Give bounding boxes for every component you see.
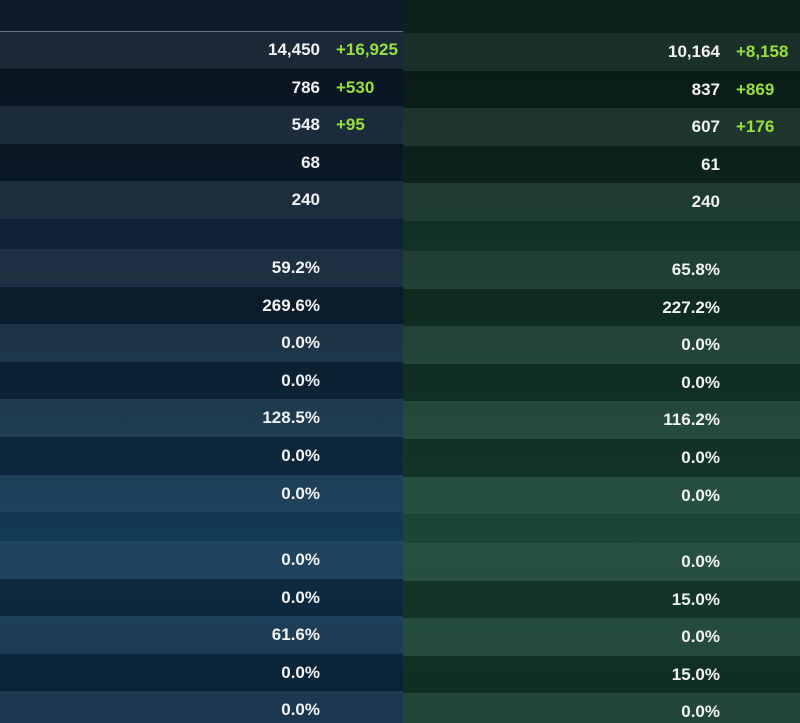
stat-value: 0.0% — [681, 372, 720, 392]
stat-row: 0.0% — [403, 439, 800, 477]
stat-value: 0.0% — [281, 370, 320, 390]
stat-row: 61.6% — [0, 616, 403, 654]
stat-row: 548 +95 — [0, 106, 403, 144]
stat-value: 269.6% — [262, 295, 320, 315]
stat-value: 837 — [691, 79, 720, 99]
stat-value: 0.0% — [281, 333, 320, 353]
stat-value: 61 — [701, 154, 720, 174]
stat-row: 0.0% — [0, 474, 403, 513]
stat-row: 0.0% — [0, 653, 403, 692]
stat-row: 240 — [0, 181, 403, 219]
stat-value: 10,164 — [668, 42, 720, 61]
stat-value: 0.0% — [281, 483, 320, 503]
stat-row: 116.2% — [403, 401, 800, 439]
right-panel: 10,164 +8,158 837 +869 607 +176 61 240 65.8% 227.… — [403, 0, 800, 723]
stat-bonus: +16,925 — [336, 40, 398, 59]
stat-value: 0.0% — [281, 700, 320, 720]
stat-row: 59.2% — [0, 249, 403, 287]
stat-row: 15.0% — [403, 655, 800, 694]
stat-value: 0.0% — [681, 485, 720, 505]
stat-row: 0.0% — [403, 476, 800, 515]
stat-value: 15.0% — [671, 589, 720, 609]
stat-row: 240 — [403, 183, 800, 221]
stat-value: 240 — [291, 190, 320, 210]
stat-row: 15.0% — [403, 580, 800, 619]
stat-row: 786 +530 — [0, 68, 403, 107]
stat-row: 61 — [403, 145, 800, 184]
stat-value: 0.0% — [281, 446, 320, 465]
stat-row: 14,450 +16,925 — [0, 31, 403, 69]
stat-row: 0.0% — [0, 437, 403, 475]
stat-value: 0.0% — [281, 662, 320, 682]
stat-value: 0.0% — [681, 335, 720, 355]
stat-row: 0.0% — [0, 541, 403, 579]
stat-row: 0.0% — [0, 578, 403, 617]
stat-row: 0.0% — [403, 693, 800, 723]
stat-row: 0.0% — [403, 326, 800, 364]
stat-value: 59.2% — [271, 258, 320, 277]
stat-value: 0.0% — [681, 448, 720, 467]
divider — [0, 31, 403, 32]
stat-bonus: +8,158 — [736, 42, 789, 61]
stat-value: 227.2% — [662, 297, 720, 317]
stat-row: 128.5% — [0, 399, 403, 437]
stat-value: 65.8% — [671, 260, 720, 279]
stat-value: 0.0% — [681, 702, 720, 722]
stat-row: 68 — [0, 143, 403, 182]
stat-bonus: +869 — [736, 79, 775, 99]
stat-value: 128.5% — [262, 408, 320, 428]
stat-value: 68 — [301, 152, 320, 172]
stat-row: 0.0% — [0, 691, 403, 723]
stat-value: 15.0% — [671, 664, 720, 684]
stat-value: 0.0% — [681, 627, 720, 647]
stat-bonus: +530 — [336, 77, 375, 97]
stat-row: 0.0% — [0, 361, 403, 400]
stat-row: 10,164 +8,158 — [403, 33, 800, 71]
stat-value: 61.6% — [271, 625, 320, 645]
stat-row: 0.0% — [403, 618, 800, 656]
stat-bonus: +95 — [336, 115, 365, 135]
stat-value: 14,450 — [268, 40, 320, 59]
stat-row: 837 +869 — [403, 70, 800, 109]
stat-row: 607 +176 — [403, 108, 800, 146]
stat-value: 116.2% — [663, 410, 720, 430]
stat-row: 0.0% — [403, 543, 800, 581]
stat-value: 548 — [291, 115, 320, 135]
stat-row: 0.0% — [403, 363, 800, 402]
left-panel: 14,450 +16,925 786 +530 548 +95 68 240 59.2% 269.… — [0, 0, 403, 723]
stat-value: 0.0% — [281, 587, 320, 607]
stat-value: 0.0% — [281, 550, 320, 569]
stat-value: 607 — [691, 117, 720, 137]
stat-bonus: +176 — [736, 117, 775, 137]
stat-row: 227.2% — [403, 288, 800, 327]
stat-row: 65.8% — [403, 251, 800, 289]
stat-row: 269.6% — [0, 286, 403, 325]
stat-value: 786 — [291, 77, 320, 97]
stat-row: 0.0% — [0, 324, 403, 362]
stat-value: 0.0% — [681, 552, 720, 571]
stat-value: 240 — [691, 192, 720, 212]
